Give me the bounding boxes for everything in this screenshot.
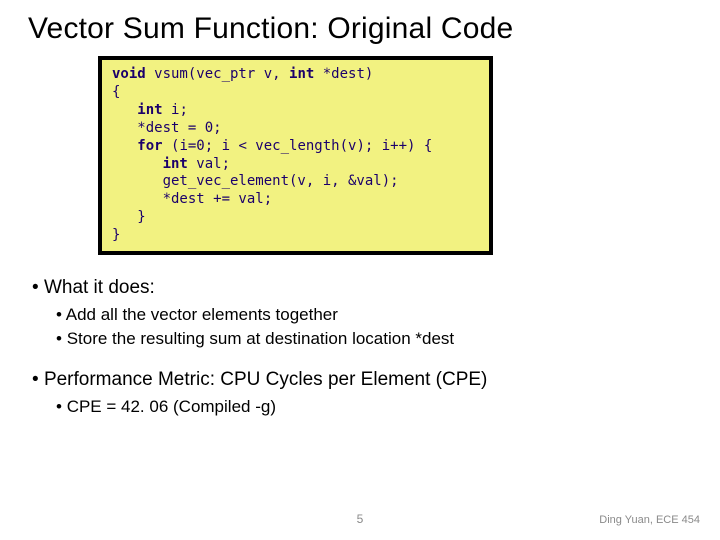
bullet-l2: Store the resulting sum at destination l… (56, 329, 692, 349)
footer-author: Ding Yuan, ECE 454 (599, 514, 700, 526)
bullet-l2: CPE = 42. 06 (Compiled -g) (56, 397, 692, 417)
slide-title: Vector Sum Function: Original Code (28, 12, 692, 46)
bullet-l1: What it does: (32, 277, 692, 299)
code-block: void vsum(vec_ptr v, int *dest) { int i;… (102, 60, 489, 251)
bullet-content: What it does: Add all the vector element… (28, 277, 692, 417)
bullet-l1: Performance Metric: CPU Cycles per Eleme… (32, 369, 692, 391)
bullet-l2: Add all the vector elements together (56, 305, 692, 325)
code-block-frame: void vsum(vec_ptr v, int *dest) { int i;… (98, 56, 493, 255)
